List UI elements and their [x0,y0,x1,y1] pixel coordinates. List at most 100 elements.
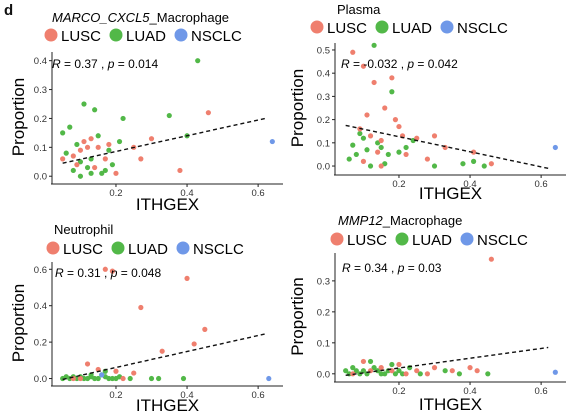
data-point-luad [95,375,101,382]
legend-marker-luad [375,20,389,34]
data-point-luad [166,112,172,119]
data-point-lusc [488,256,494,262]
chart-panel-4: MMP12_Macrophage LUSC LUAD NSCLC 0.0 0.1 0.2 0.… [288,213,566,414]
annotation-part: = 0.31 , [64,266,111,280]
data-point-lusc [360,63,367,69]
legend-marker-lusc [44,28,58,42]
legend-marker-nsclc [174,28,188,42]
legend-marker-lusc [330,232,344,246]
data-point-lusc [70,375,76,382]
chart-title: Neutrophil [54,222,113,237]
data-point-luad [399,371,406,377]
trend-line [62,117,266,164]
data-point-lusc [138,156,144,162]
data-point-luad [106,375,112,382]
data-point-luad [371,365,377,371]
legend-label-lusc: LUSC [327,20,367,37]
data-point-lusc [364,112,370,118]
data-point-lusc [382,105,388,111]
data-point-lusc [378,365,384,371]
y-tick-label: 0.3 [317,276,330,287]
data-point-luad [431,163,438,169]
legend-marker-nsclc [176,241,190,255]
legend-label-luad: LUAD [128,241,168,258]
data-point-luad [195,58,201,64]
data-point-lusc [106,141,112,148]
data-point-lusc [88,136,94,142]
chart-title: MMP12_Macrophage [338,213,462,228]
data-point-luad [481,163,487,169]
legend-label-lusc: LUSC [61,28,101,45]
y-tick-label: 0.5 [317,45,330,56]
chart-title-rest: Plasma [337,2,381,17]
annotation-part: R [342,261,351,275]
data-point-lusc [414,368,420,374]
data-point-lusc [389,75,395,81]
legend-marker-lusc [46,241,60,255]
data-point-lusc [84,361,91,367]
annotation-part: p [397,261,405,275]
chart-panel-1: MARCO_CXCL5_Macrophage LUSC LUAD NSCLC 0.0 0.… [9,10,283,214]
y-tick-label: 0.3 [317,92,330,103]
y-tick-label: 0.2 [317,307,330,318]
data-point-lusc [360,158,367,164]
chart-title-rest: _Macrophage [382,213,463,228]
data-point-lusc [449,368,455,374]
data-point-luad [156,375,162,382]
annotation-part: p [110,266,118,280]
data-point-lusc [424,156,430,162]
data-point-lusc [392,117,399,123]
data-point-luad [95,133,101,139]
data-point-lusc [424,371,430,377]
data-point-luad [367,358,374,365]
legend-label-luad: LUAD [412,232,452,249]
data-point-lusc [120,375,126,382]
data-point-lusc [371,79,377,86]
data-point-luad [396,368,402,374]
trend-line [345,346,549,377]
correlation-annotation: R = 0.34 , p = 0.03 [342,261,442,275]
y-axis-title: Proportion [9,284,28,362]
data-point-lusc [81,138,87,145]
data-point-nsclc [552,369,558,375]
annotation-part: = 0.03 [404,261,441,275]
data-point-lusc [109,268,116,274]
data-point-lusc [184,275,190,281]
data-point-lusc [396,123,402,130]
data-point-luad [417,371,423,377]
data-point-lusc [396,361,402,368]
legend-marker-lusc [310,20,324,34]
data-point-lusc [202,326,208,332]
legend-label-nsclc: NSCLC [457,20,508,37]
data-point-luad [360,135,367,141]
data-point-luad [367,163,374,169]
x-axis-title: ITHGEX [419,184,482,203]
data-point-lusc [378,163,384,169]
x-tick-label: 0.2 [392,386,405,397]
data-point-lusc [191,341,197,347]
chart-title: MARCO_CXCL5_Macrophage [52,10,229,25]
y-tick-label: 0.0 [317,369,330,380]
data-point-luad [364,147,370,153]
y-tick-label: 0.2 [34,338,47,349]
data-point-luad [456,371,462,377]
data-point-lusc [378,137,384,144]
y-tick-label: 0.4 [34,56,47,67]
legend-marker-luad [395,232,409,246]
data-point-luad [371,42,377,48]
data-point-luad [70,167,76,174]
legend-marker-nsclc [460,232,474,246]
data-point-lusc [70,153,76,159]
data-point-lusc [205,110,211,116]
data-point-luad [471,158,477,164]
data-point-luad [343,368,349,374]
y-tick-label: 0.3 [34,85,47,96]
data-point-luad [88,156,94,162]
data-point-luad [382,371,388,377]
data-point-luad [60,130,66,136]
legend-marker-luad [109,28,123,42]
x-tick-label: 0.2 [109,188,122,199]
annotation-part: = 0.048 [117,266,161,280]
data-point-lusc [113,170,119,176]
